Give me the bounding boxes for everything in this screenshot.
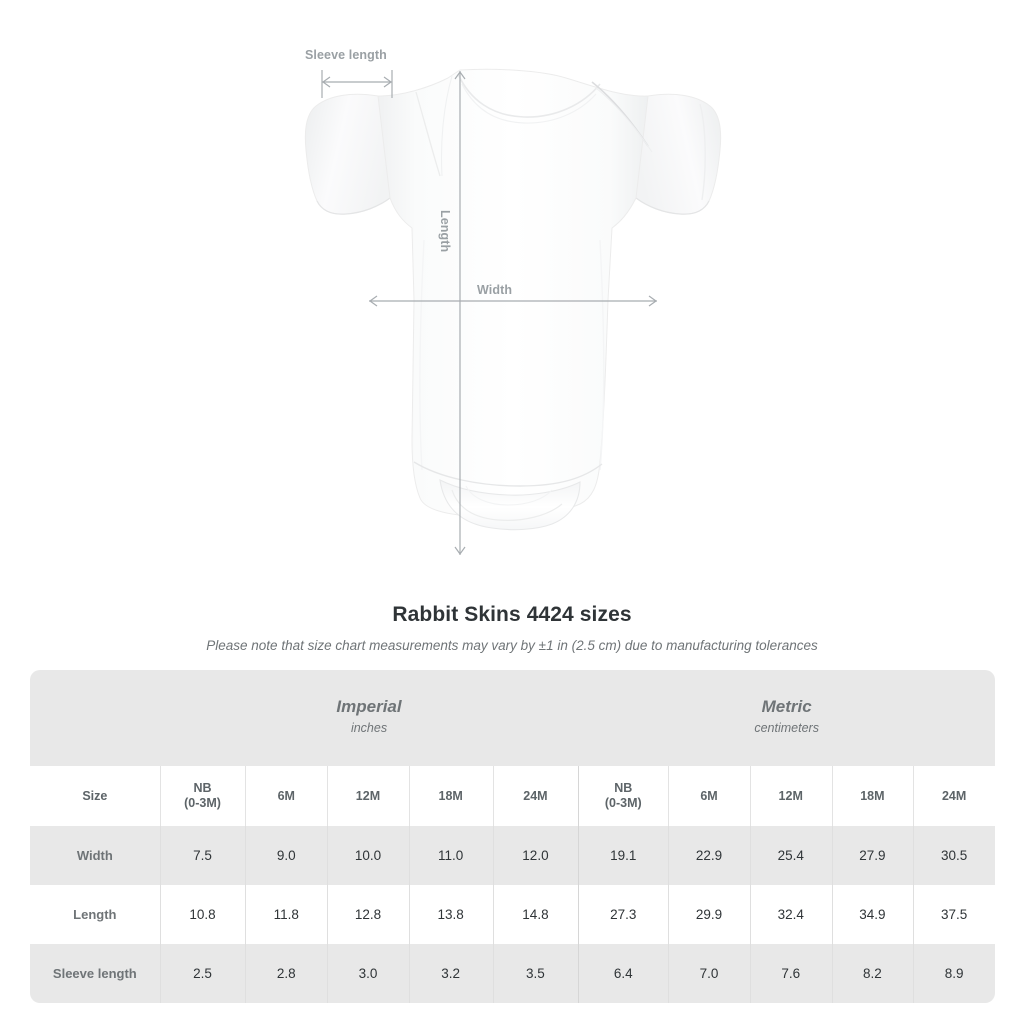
garment-illustration: Sleeve length Length Width (304, 48, 722, 556)
bodysuit-figure (304, 68, 722, 531)
cell-length-metric-24m: 37.5 (913, 885, 995, 944)
header-col-imperial-6m: 6M (245, 766, 328, 826)
cell-length-imperial-nb: 10.8 (159, 885, 246, 944)
metric-banner-cell: Metric centimeters (578, 670, 995, 766)
cell-sleeve-metric-nb: 6.4 (578, 944, 669, 1003)
cell-width-imperial-18m: 11.0 (408, 826, 493, 885)
cell-sleeve-imperial-6m: 2.8 (245, 944, 328, 1003)
cell-sleeve-metric-24m: 8.9 (913, 944, 995, 1003)
cell-sleeve-imperial-12m: 3.0 (327, 944, 409, 1003)
imperial-banner-cell: Imperial inches (159, 670, 579, 766)
header-col-imperial-18m: 18M (408, 766, 493, 826)
cell-length-metric-nb: 27.3 (578, 885, 669, 944)
metric-label: Metric (761, 697, 812, 716)
cell-sleeve-imperial-18m: 3.2 (408, 944, 493, 1003)
header-col-metric-nb-line2: (0-3M) (604, 796, 642, 810)
sleeve-length-dimension-line (321, 70, 393, 98)
sleeve-length-annotation-label: Sleeve length (305, 48, 387, 62)
page-title: Rabbit Skins 4424 sizes (392, 603, 632, 626)
width-annotation-label: Width (477, 283, 513, 297)
cell-width-metric-6m: 22.9 (668, 826, 750, 885)
length-dimension-line (454, 70, 466, 556)
size-chart-table: Imperial inches Metric centimeters Size … (30, 670, 995, 1003)
header-col-metric-18m: 18M (831, 766, 914, 826)
cell-sleeve-imperial-24m: 3.5 (492, 944, 579, 1003)
left-sleeve-shape (304, 93, 397, 215)
cell-length-metric-12m: 32.4 (749, 885, 832, 944)
cell-length-metric-18m: 34.9 (831, 885, 914, 944)
cell-width-metric-12m: 25.4 (749, 826, 832, 885)
cell-length-imperial-24m: 14.8 (492, 885, 579, 944)
cell-sleeve-metric-18m: 8.2 (831, 944, 914, 1003)
cell-width-imperial-6m: 9.0 (245, 826, 328, 885)
size-header-row: Size NB (0-3M) 6M 12M 18M 24M NB (0-3M) … (30, 766, 995, 826)
cell-width-imperial-12m: 10.0 (327, 826, 409, 885)
cell-length-imperial-6m: 11.8 (245, 885, 328, 944)
row-label-length: Length (30, 885, 160, 944)
imperial-unit: inches (350, 721, 388, 735)
header-col-metric-24m: 24M (913, 766, 995, 826)
bodysuit-body-shape (377, 68, 653, 518)
header-size-label: Size (30, 766, 160, 826)
cell-width-metric-nb: 19.1 (578, 826, 669, 885)
cell-sleeve-imperial-nb: 2.5 (159, 944, 246, 1003)
row-label-sleeve-length: Sleeve length (30, 944, 160, 1003)
banner-spacer-cell (30, 670, 160, 766)
header-col-metric-nb-line1: NB (614, 781, 633, 795)
table-row: Sleeve length 2.5 2.8 3.0 3.2 3.5 6.4 7.… (30, 944, 995, 1003)
cell-sleeve-metric-6m: 7.0 (668, 944, 750, 1003)
unit-banner-row: Imperial inches Metric centimeters (30, 670, 995, 766)
cell-width-imperial-nb: 7.5 (159, 826, 246, 885)
width-dimension-line (368, 295, 658, 307)
header-col-metric-nb: NB (0-3M) (578, 766, 669, 826)
cell-width-metric-18m: 27.9 (831, 826, 914, 885)
cell-length-metric-6m: 29.9 (668, 885, 750, 944)
header-col-metric-12m: 12M (749, 766, 832, 826)
header-col-imperial-nb-line1: NB (193, 781, 212, 795)
header-col-imperial-12m: 12M (327, 766, 409, 826)
tolerance-note: Please note that size chart measurements… (206, 638, 818, 653)
table-row: Length 10.8 11.8 12.8 13.8 14.8 27.3 29.… (30, 885, 995, 944)
cell-length-imperial-18m: 13.8 (408, 885, 493, 944)
header-col-imperial-nb: NB (0-3M) (159, 766, 246, 826)
cell-width-imperial-24m: 12.0 (492, 826, 579, 885)
imperial-label: Imperial (336, 697, 402, 716)
title-block: Rabbit Skins 4424 sizes Please note that… (0, 600, 1024, 655)
crotch-snap-panel (439, 479, 581, 531)
header-col-metric-6m: 6M (668, 766, 750, 826)
metric-unit: centimeters (754, 721, 819, 735)
size-chart-table-wrapper: Imperial inches Metric centimeters Size … (30, 670, 995, 1003)
cell-width-metric-24m: 30.5 (913, 826, 995, 885)
right-sleeve-shape (629, 93, 722, 215)
header-col-imperial-24m: 24M (492, 766, 579, 826)
header-col-imperial-nb-line2: (0-3M) (184, 796, 221, 810)
cell-length-imperial-12m: 12.8 (327, 885, 409, 944)
length-annotation-label: Length (438, 210, 452, 253)
cell-sleeve-metric-12m: 7.6 (749, 944, 832, 1003)
measurement-annotations (321, 70, 658, 556)
table-row: Width 7.5 9.0 10.0 11.0 12.0 19.1 22.9 2… (30, 826, 995, 885)
row-label-width: Width (30, 826, 160, 885)
